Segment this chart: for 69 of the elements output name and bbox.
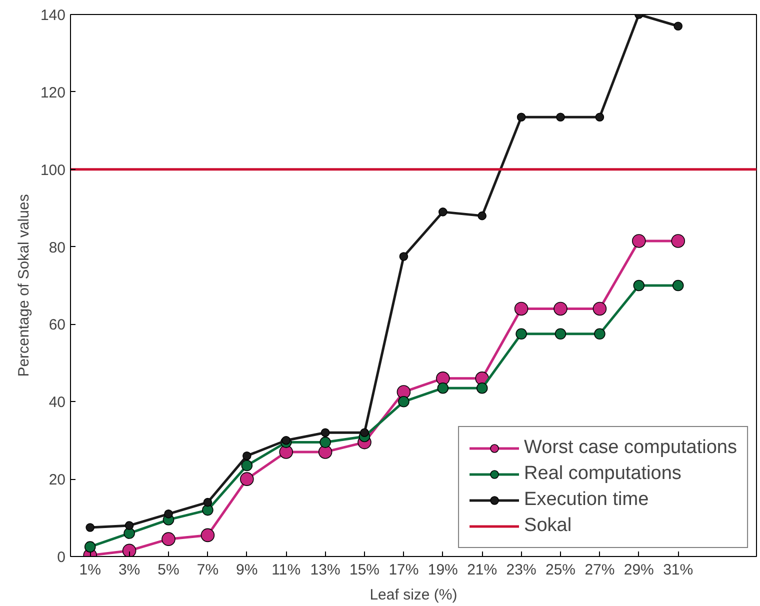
point [279,445,293,459]
point [203,498,212,507]
point [200,528,215,542]
y-tick-label: 40 [48,394,66,412]
point [436,372,450,386]
point [242,451,252,460]
point [554,302,568,316]
x-tick-label: 19% [428,562,458,578]
point [633,280,645,292]
x-tick-label: 11% [272,562,301,578]
point [514,302,528,316]
point [360,428,369,438]
x-tick-label: 9% [236,562,258,578]
x-tick-label: 15% [349,562,380,578]
legend-label: Real computations [524,463,682,485]
point [241,460,253,472]
x-tick-label: 7% [196,562,219,578]
point [674,22,682,31]
point [476,382,488,394]
point [672,280,684,292]
y-tick-label: 20 [48,472,66,489]
point [164,510,173,518]
point [124,528,135,539]
point [478,211,486,220]
point [438,208,448,216]
point [162,532,176,546]
x-tick-label: 31% [663,562,694,578]
point [437,382,449,394]
point [320,436,331,448]
point [282,436,290,445]
point [122,544,136,556]
point [595,112,604,122]
y-tick-label: 120 [40,84,66,102]
point [320,428,330,438]
legend-label: Execution time [524,489,649,511]
point [671,234,685,248]
point [516,112,526,122]
point [399,252,408,261]
point [202,504,214,516]
point [554,328,566,340]
y-tick-label: 140 [40,7,66,24]
point [398,396,410,408]
legend-label: Worst case computations [524,437,737,459]
x-tick-label: 3% [118,562,140,578]
point [86,523,94,532]
point [556,112,565,122]
x-tick-label: 27% [584,562,615,578]
point [592,302,607,316]
x-tick-label: 5% [158,562,180,578]
x-tick-label: 17% [388,562,419,578]
x-tick-label: 1% [79,562,101,578]
y-tick-label: 60 [48,316,66,334]
point [594,328,606,340]
point [124,521,134,530]
y-tick-label: 100 [40,162,66,179]
x-tick-label: 23% [506,562,536,578]
point [240,472,254,486]
x-axis-title: Leaf size (%) [370,586,458,604]
y-tick-label: 80 [48,239,66,256]
x-tick-label: 13% [310,562,340,578]
point [516,328,527,340]
point [632,234,646,248]
x-tick-label: 29% [624,562,654,578]
legend-label: Sokal [524,515,572,537]
y-tick-label: 0 [57,549,66,566]
x-tick-label: 21% [467,562,498,578]
x-tick-label: 25% [545,562,576,578]
y-axis-title: Percentage of Sokal values [15,194,32,377]
point [84,541,96,552]
